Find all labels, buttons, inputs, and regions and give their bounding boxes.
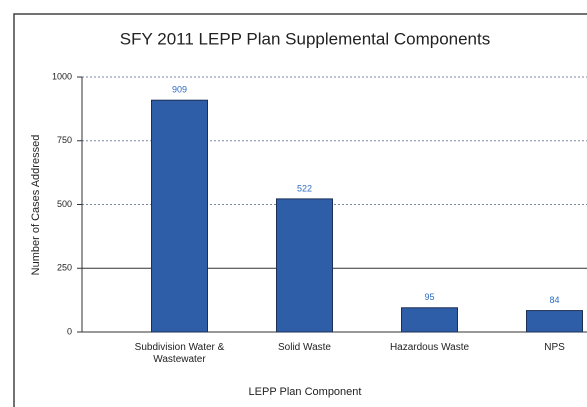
bar [526, 310, 583, 333]
value-label: 522 [297, 183, 312, 193]
x-tick-label-box: Hazardous Waste [389, 342, 470, 353]
x-tick-label: NPS [544, 342, 565, 353]
chart-title: SFY 2011 LEPP Plan Supplemental Componen… [120, 29, 490, 48]
y-tick-label: 0 [67, 326, 72, 336]
bar [151, 99, 208, 333]
x-tick-label: Subdivision Water & Wastewater [134, 342, 225, 365]
x-tick-label-box: Subdivision Water & Wastewater [134, 342, 225, 365]
x-tick-label: Solid Waste [278, 342, 331, 353]
value-label: 95 [424, 292, 434, 302]
y-tick-label: 750 [57, 135, 72, 145]
y-tick-label: 500 [57, 199, 72, 209]
x-axis-label: LEPP Plan Component [249, 386, 362, 398]
x-tick-label-box: NPS [544, 342, 565, 353]
value-label: 909 [172, 85, 187, 95]
y-tick-label: 1000 [52, 71, 72, 81]
x-tick-label-box: Solid Waste [278, 342, 331, 353]
value-label: 84 [549, 295, 559, 305]
y-axis-label: Number of Cases Addressed [30, 135, 42, 276]
bar [401, 307, 458, 333]
bar [276, 198, 333, 333]
y-tick-label: 250 [57, 263, 72, 273]
x-tick-label: Hazardous Waste [389, 342, 470, 353]
